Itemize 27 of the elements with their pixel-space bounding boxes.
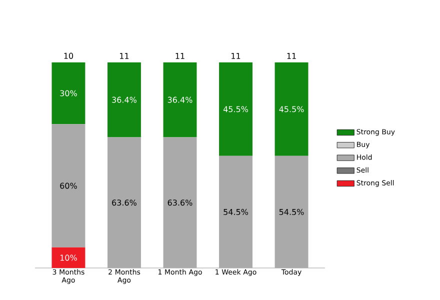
data-label: 36.4% [112,96,136,103]
bar [274,62,308,156]
data-label: 36.4% [168,96,192,103]
bar [163,137,197,268]
data-label: 63.6% [168,200,192,206]
bar [219,156,252,268]
annotation: 11 [176,53,184,59]
data-label: 54.5% [224,208,248,215]
bar [108,137,141,268]
annotation: 11 [120,53,129,59]
data-label: 60% [60,182,77,189]
bar [219,62,252,156]
bar [52,124,86,248]
data-label: 45.5% [223,106,248,112]
data-label: 45.5% [279,106,304,112]
data-label: 63.6% [112,200,136,206]
bar [52,247,86,268]
annotation: 10 [64,52,74,59]
bar [52,62,86,124]
data-label: 30% [60,90,77,96]
bar [108,62,141,138]
annotation: 11 [232,53,240,59]
annotation: 11 [287,53,296,59]
bar [163,62,197,138]
data-label: 10% [60,254,77,261]
data-label: 54.5% [279,208,304,215]
bar [274,156,308,268]
